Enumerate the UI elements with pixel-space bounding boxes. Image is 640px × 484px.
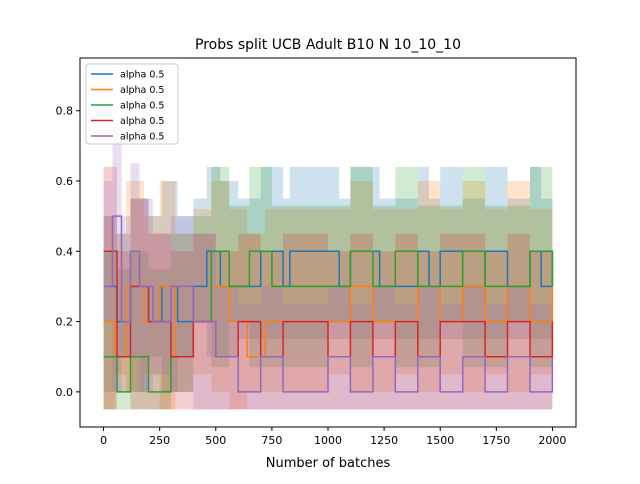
x-tick-label-1: 250: [149, 434, 170, 447]
x-tick-label-4: 1000: [314, 434, 342, 447]
x-tick-label-8: 2000: [538, 434, 566, 447]
chart-title: Probs split UCB Adult B10 N 10_10_10: [195, 37, 461, 53]
y-tick-label-4: 0.8: [56, 105, 74, 118]
x-tick-label-3: 750: [261, 434, 282, 447]
x-tick-label-5: 1250: [370, 434, 398, 447]
legend-label-3: alpha 0.5: [120, 101, 164, 112]
y-tick-label-1: 0.2: [56, 316, 74, 329]
y-tick-label-0: 0.0: [56, 386, 74, 399]
x-tick-label-2: 500: [205, 434, 226, 447]
x-tick-label-6: 1500: [426, 434, 454, 447]
legend-label-1: alpha 0.5: [120, 70, 164, 81]
legend-box: [85, 63, 179, 145]
legend-label-2: alpha 0.5: [120, 85, 164, 96]
series-line-5: [103, 215, 554, 393]
series-lines: [103, 215, 554, 393]
y-tick-label-3: 0.6: [56, 175, 74, 188]
y-tick-label-2: 0.4: [56, 245, 74, 258]
x-axis-label: Number of batches: [266, 456, 391, 471]
legend-label-5: alpha 0.5: [120, 132, 164, 143]
x-tick-label-7: 1750: [482, 434, 510, 447]
legend-entries: alpha 0.5 alpha 0.5 alpha 0.5 alpha 0.5 alph…: [91, 70, 164, 143]
series-line-3: [103, 250, 554, 393]
legend: alpha 0.5 alpha 0.5 alpha 0.5 alpha 0.5 alph…: [85, 63, 179, 145]
x-axis-ticks: 0 250 500 750 1000 1250 1500 1750 2000: [100, 427, 566, 447]
legend-label-4: alpha 0.5: [120, 116, 164, 127]
x-tick-label-0: 0: [100, 434, 107, 447]
y-axis-ticks: 0.0 0.2 0.4 0.6 0.8: [56, 105, 80, 399]
